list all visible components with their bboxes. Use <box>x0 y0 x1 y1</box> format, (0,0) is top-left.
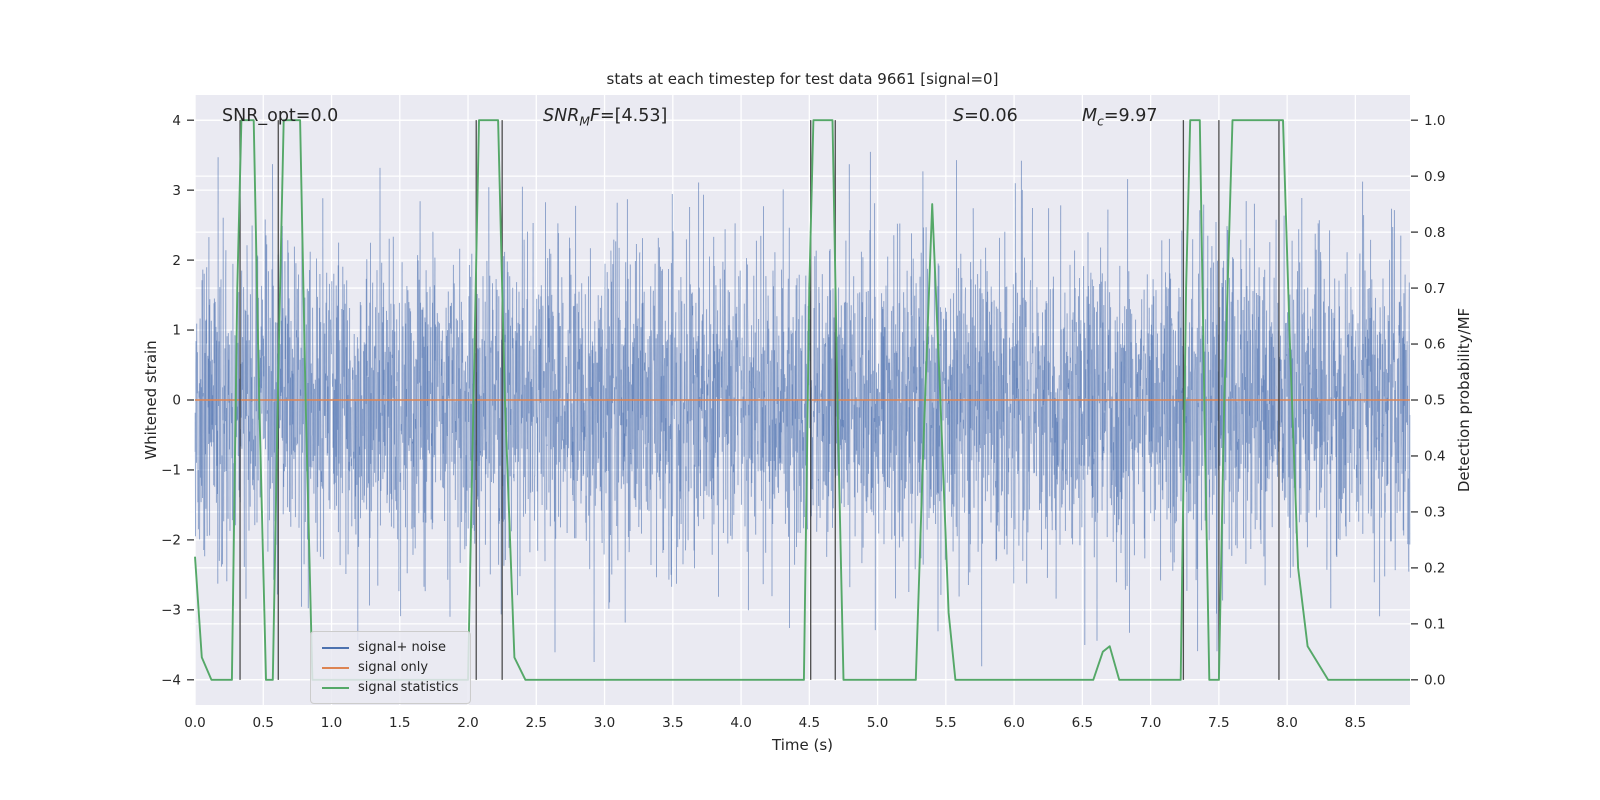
y-tick-label-left: −4 <box>161 673 181 689</box>
y-tick-label-left: 4 <box>172 113 181 129</box>
y-tick-label-left: 2 <box>172 253 181 269</box>
y-tick-label-right: 1.0 <box>1424 113 1445 129</box>
y-tick-label-right: 0.6 <box>1424 337 1445 353</box>
legend: signal+ noise signal only signal statistic… <box>310 631 471 704</box>
y-tick-label-right: 0.9 <box>1424 169 1445 185</box>
y-tick-label-left: −3 <box>161 603 181 619</box>
x-tick-label: 8.5 <box>1345 715 1366 731</box>
signal-statistics-series <box>194 119 1410 681</box>
y-tick-label-left: 3 <box>172 183 181 199</box>
x-tick-label: 0.0 <box>184 715 205 731</box>
x-tick-label: 7.0 <box>1140 715 1161 731</box>
y-tick-label-right: 0.8 <box>1424 225 1445 241</box>
y-tick-label-right: 0.1 <box>1424 617 1445 633</box>
y-tick-label-right: 0.0 <box>1424 673 1445 689</box>
x-tick-label: 7.5 <box>1208 715 1229 731</box>
x-tick-label: 8.0 <box>1276 715 1297 731</box>
y-tick-label-right: 0.7 <box>1424 281 1445 297</box>
legend-line-swatch <box>322 686 349 689</box>
y-axis-label-left: Whitened strain <box>142 340 160 460</box>
y-tick-label-left: 0 <box>172 393 181 409</box>
annotation: SNRMF=[4.53] <box>543 106 668 129</box>
legend-item: signal statistics <box>322 679 459 696</box>
x-tick-label: 6.0 <box>1003 715 1024 731</box>
y-tick-label-right: 0.3 <box>1424 505 1445 521</box>
x-tick-label: 2.0 <box>457 715 478 731</box>
x-tick-label: 4.0 <box>730 715 751 731</box>
annotation: SNR_opt=0.0 <box>222 106 339 126</box>
y-tick-label-left: 1 <box>172 323 181 339</box>
y-tick-label-right: 0.4 <box>1424 449 1445 465</box>
y-tick-label-left: −2 <box>161 533 181 549</box>
legend-item: signal only <box>322 659 459 676</box>
y-axis-label-right: Detection probability/MF <box>1455 307 1473 493</box>
x-tick-label: 1.5 <box>389 715 410 731</box>
annotation: Mc=9.97 <box>1082 106 1158 129</box>
x-tick-label: 3.5 <box>662 715 683 731</box>
legend-label: signal+ noise <box>358 640 447 655</box>
x-tick-label: 5.5 <box>935 715 956 731</box>
legend-item: signal+ noise <box>322 639 459 656</box>
legend-label: signal only <box>358 660 429 675</box>
legend-line-swatch <box>322 666 349 669</box>
x-tick-label: 5.0 <box>867 715 888 731</box>
x-tick-label: 0.5 <box>253 715 274 731</box>
legend-label: signal statistics <box>358 680 459 695</box>
chart-title: stats at each timestep for test data 966… <box>606 70 999 88</box>
legend-line-swatch <box>322 646 349 649</box>
x-axis-label: Time (s) <box>772 736 833 754</box>
x-tick-label: 1.0 <box>321 715 342 731</box>
x-tick-label: 3.0 <box>594 715 615 731</box>
x-tick-label: 2.5 <box>526 715 547 731</box>
x-tick-label: 6.5 <box>1072 715 1093 731</box>
x-tick-label: 4.5 <box>799 715 820 731</box>
y-tick-label-right: 0.5 <box>1424 393 1445 409</box>
y-tick-label-right: 0.2 <box>1424 561 1445 577</box>
annotation: S=0.06 <box>953 106 1018 126</box>
y-tick-label-left: −1 <box>161 463 181 479</box>
